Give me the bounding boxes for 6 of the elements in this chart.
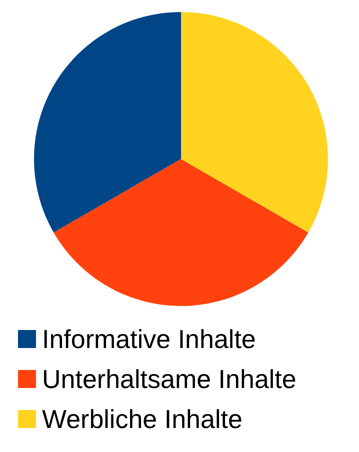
legend-label: Werbliche Inhalte (42, 404, 242, 434)
legend-label: Informative Inhalte (42, 324, 256, 354)
pie-slice (34, 12, 181, 232)
legend-label: Unterhaltsame Inhalte (42, 364, 296, 394)
pie-slice (181, 12, 328, 233)
pie-slice (54, 159, 308, 306)
